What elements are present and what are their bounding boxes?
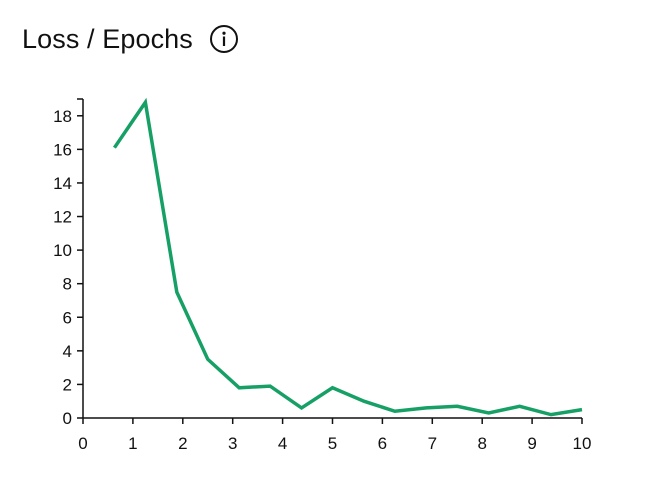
series-layer xyxy=(112,97,583,417)
x-tick-label: 3 xyxy=(228,434,237,453)
y-tick-label: 18 xyxy=(53,107,72,126)
info-circle-icon-graphic xyxy=(209,25,238,53)
y-tick-label: 6 xyxy=(63,308,72,327)
y-tick-label: 10 xyxy=(53,241,72,260)
y-tick-label: 16 xyxy=(53,140,72,159)
y-tick-label: 4 xyxy=(63,342,72,361)
series-line-0 xyxy=(112,97,583,417)
x-tick-label: 2 xyxy=(178,434,187,453)
y-tick-label: 12 xyxy=(53,208,72,227)
x-axis: 0 1 2 3 4 5 6 7 8 9 10 xyxy=(78,417,592,453)
y-tick-label: 0 xyxy=(63,409,72,428)
y-tick-label: 2 xyxy=(63,375,72,394)
x-tick-label: 9 xyxy=(527,434,536,453)
y-tick-label: 8 xyxy=(63,275,72,294)
y-tick-label: 14 xyxy=(53,174,72,193)
chart-title: Loss / Epochs xyxy=(22,24,193,54)
chart-header: Loss / Epochs xyxy=(22,20,239,58)
x-tick-label: 8 xyxy=(477,434,486,453)
x-tick-label: 6 xyxy=(378,434,387,453)
x-tick-label: 4 xyxy=(278,434,287,453)
y-axis: 0 2 4 6 8 10 12 14 16 18 xyxy=(53,98,84,428)
info-circle-icon[interactable] xyxy=(209,24,239,54)
x-tick-label: 7 xyxy=(428,434,437,453)
x-tick-label: 5 xyxy=(328,434,337,453)
x-tick-label: 0 xyxy=(78,434,87,453)
x-tick-label: 10 xyxy=(573,434,592,453)
x-tick-label: 1 xyxy=(128,434,137,453)
